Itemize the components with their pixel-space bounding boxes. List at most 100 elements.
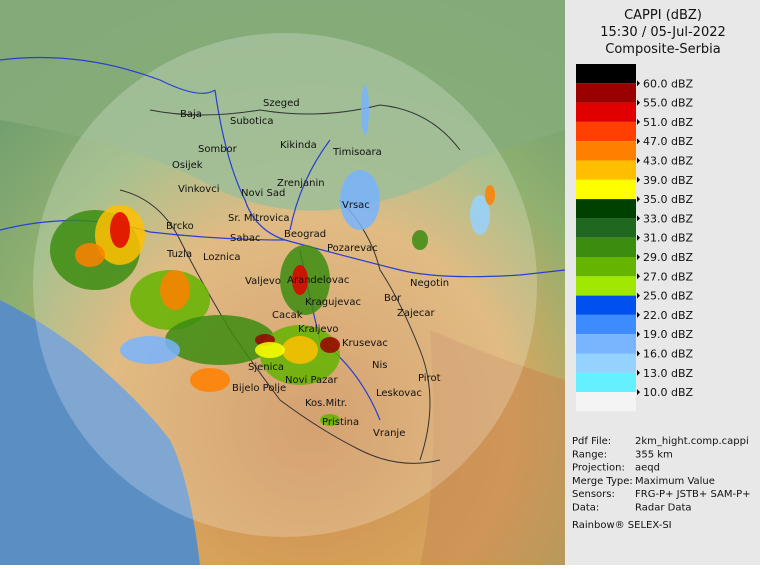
legend-tick (637, 292, 640, 299)
city-label: Cacak (272, 310, 303, 321)
info-value: FRG-P+ JSTB+ SAM-P+ (635, 489, 751, 500)
panel-title: CAPPI (dBZ) (624, 8, 702, 23)
legend-panel: CAPPI (dBZ) 15:30 / 05-Jul-2022 Composite-… (572, 8, 751, 531)
echo (412, 230, 428, 250)
legend-swatch (576, 237, 636, 257)
city-label: Timisoara (332, 147, 382, 158)
echo (160, 270, 190, 310)
echo (110, 212, 130, 248)
legend-label: 19.0 dBZ (643, 328, 694, 341)
info-key: Sensors: (572, 489, 615, 500)
info-value: Radar Data (635, 503, 692, 514)
legend-tick (637, 273, 640, 280)
legend-swatch (576, 334, 636, 354)
echo (361, 85, 369, 135)
city-label: Vinkovci (178, 184, 219, 195)
legend-label: 35.0 dBZ (643, 193, 694, 206)
echo (470, 195, 490, 235)
legend-tick (637, 234, 640, 241)
city-label: Sabac (230, 233, 260, 244)
city-label: Bor (384, 293, 402, 304)
legend-swatch (576, 218, 636, 238)
city-label: Novi Pazar (285, 375, 339, 386)
echo (190, 368, 230, 392)
info-key: Range: (572, 449, 607, 460)
city-label: Zrenjanin (277, 178, 325, 189)
legend-label: 47.0 dBZ (643, 135, 694, 148)
legend-tick (637, 311, 640, 318)
city-label: Leskovac (376, 388, 422, 399)
info-key: Projection: (572, 463, 625, 474)
legend-label: 16.0 dBZ (643, 348, 694, 361)
legend-tick (637, 389, 640, 396)
legend-tick (637, 350, 640, 357)
info-key: Merge Type: (572, 476, 633, 487)
echo (282, 336, 318, 364)
panel-title: Composite-Serbia (605, 42, 721, 57)
legend-label: 13.0 dBZ (643, 367, 694, 380)
echo (165, 315, 275, 365)
legend-tick (637, 99, 640, 106)
city-label: Vranje (373, 428, 405, 439)
echo (75, 243, 105, 267)
radar-echoes (50, 85, 495, 426)
legend-label: 29.0 dBZ (643, 251, 694, 264)
city-label: Arandelovac (287, 275, 349, 286)
echo (255, 342, 285, 358)
city-label: Brcko (166, 221, 194, 232)
info-value: 2km_hight.comp.cappi (635, 436, 749, 447)
city-label: Loznica (203, 252, 241, 263)
legend-label: 10.0 dBZ (643, 386, 694, 399)
city-label: Pristina (322, 417, 359, 428)
city-label: Kos.Mitr. (305, 398, 347, 409)
legend-swatch (576, 160, 636, 180)
legend-label: 60.0 dBZ (643, 77, 694, 90)
legend-tick (637, 80, 640, 87)
legend-swatch (576, 295, 636, 315)
info-value: 355 km (635, 449, 673, 460)
city-label: Tuzla (166, 249, 192, 260)
echo (120, 336, 180, 364)
city-labels: Baja Szeged Subotica Sombor Kikinda Timisoara… (166, 98, 449, 439)
legend-label: 43.0 dBZ (643, 155, 694, 168)
legend-tick (637, 331, 640, 338)
city-label: Bijelo Polje (232, 383, 286, 394)
legend-label: 51.0 dBZ (643, 116, 694, 129)
legend-tick (637, 157, 640, 164)
legend-label: 55.0 dBZ (643, 97, 694, 110)
echo (485, 185, 495, 205)
legend-tick (637, 196, 640, 203)
legend-tick (637, 369, 640, 376)
legend-swatch (576, 121, 636, 142)
legend-tick (637, 254, 640, 260)
legend-swatch (576, 276, 636, 296)
legend-swatch (576, 257, 636, 277)
footer: Rainbow® SELEX-SI (572, 520, 672, 531)
legend-swatch (576, 83, 636, 103)
info-key: Pdf File: (572, 436, 611, 447)
city-label: Zajecar (397, 308, 436, 319)
city-label: Pozarevac (327, 243, 378, 254)
info-value: Maximum Value (635, 476, 715, 487)
legend-label: 25.0 dBZ (643, 290, 694, 303)
map: Baja Szeged Subotica Sombor Kikinda Timisoara… (0, 0, 566, 565)
legend-swatch (576, 102, 636, 122)
panel-title: 15:30 / 05-Jul-2022 (600, 25, 726, 40)
city-label: Szeged (263, 98, 300, 109)
legend-swatch (576, 314, 636, 335)
city-label: Beograd (284, 229, 326, 240)
legend-label: 27.0 dBZ (643, 270, 694, 283)
city-label: Negotin (410, 278, 449, 289)
legend-tick (637, 215, 640, 222)
city-label: Osijek (172, 160, 203, 171)
legend-swatch (576, 372, 636, 393)
legend-label: 33.0 dBZ (643, 212, 694, 225)
legend-tick (637, 118, 640, 125)
city-label: Sr. Mitrovica (228, 213, 290, 224)
city-label: Sjenica (248, 362, 284, 373)
legend-swatch (576, 392, 636, 412)
city-label: Valjevo (245, 276, 281, 287)
city-label: Subotica (230, 116, 273, 127)
city-label: Vrsac (342, 200, 370, 211)
city-label: Sombor (198, 144, 238, 155)
